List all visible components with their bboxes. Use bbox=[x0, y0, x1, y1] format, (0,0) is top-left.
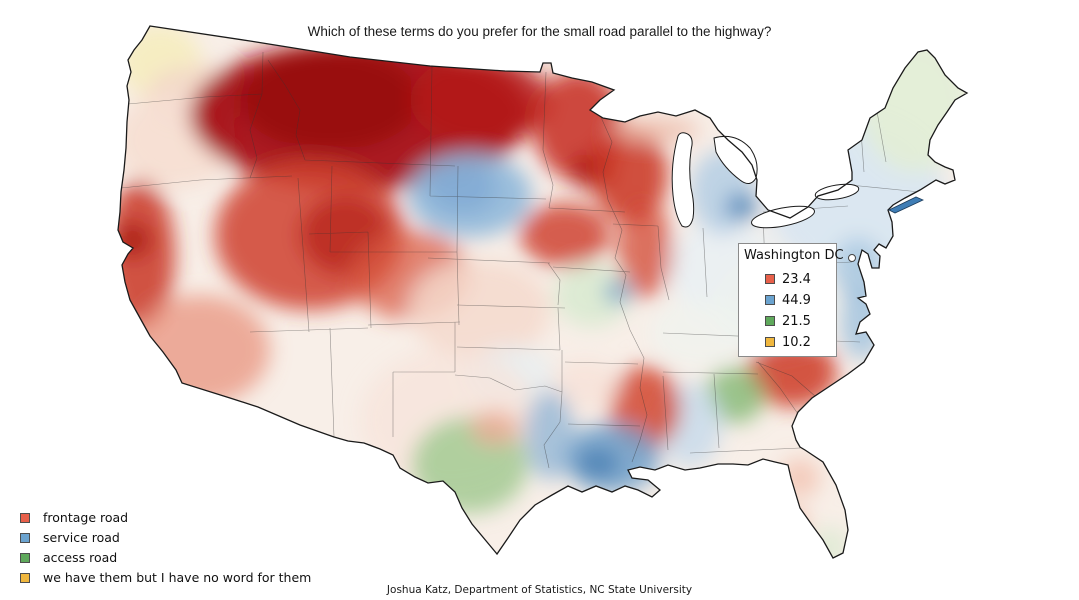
location-marker-dot bbox=[848, 254, 856, 262]
tooltip-row-service-road: 44.9 bbox=[739, 293, 836, 307]
tooltip-value: 23.4 bbox=[782, 271, 811, 287]
tooltip-value: 10.2 bbox=[782, 334, 811, 350]
legend-label: we have them but I have no word for them bbox=[43, 570, 312, 585]
us-outline bbox=[117, 25, 969, 559]
lake-ontario-shape bbox=[814, 183, 860, 201]
lake-michigan-shape bbox=[671, 132, 695, 228]
map-legend: frontage road service road access road w… bbox=[20, 511, 311, 584]
legend-item-no-word: we have them but I have no word for them bbox=[20, 571, 311, 584]
frontage-road-swatch-icon bbox=[20, 512, 30, 523]
access-road-swatch-icon bbox=[20, 552, 30, 563]
access-road-swatch-icon bbox=[765, 316, 775, 326]
tooltip-row-frontage-road: 23.4 bbox=[739, 272, 836, 286]
tooltip-row-access-road: 21.5 bbox=[739, 314, 836, 328]
no-word-swatch-icon bbox=[765, 337, 775, 347]
legend-item-access-road: access road bbox=[20, 551, 311, 564]
attribution-text: Joshua Katz, Department of Statistics, N… bbox=[386, 584, 693, 596]
lake-erie-shape bbox=[751, 205, 815, 229]
state-borders bbox=[120, 51, 921, 469]
map-title: Which of these terms do you prefer for t… bbox=[307, 24, 772, 39]
tooltip-value: 21.5 bbox=[782, 313, 811, 329]
service-road-swatch-icon bbox=[20, 532, 30, 543]
tooltip-value: 44.9 bbox=[782, 292, 811, 308]
legend-label: service road bbox=[43, 530, 120, 545]
long-island-shape bbox=[888, 196, 924, 214]
legend-item-frontage-road: frontage road bbox=[20, 511, 311, 524]
tooltip-row-no-word: 10.2 bbox=[739, 335, 836, 349]
service-road-swatch-icon bbox=[765, 295, 775, 305]
no-word-swatch-icon bbox=[20, 572, 30, 583]
map-color-field bbox=[118, 26, 967, 558]
legend-item-service-road: service road bbox=[20, 531, 311, 544]
legend-label: access road bbox=[43, 550, 118, 565]
map-tooltip: Washington DC 23.4 44.9 21.5 10.2 bbox=[738, 243, 844, 357]
legend-label: frontage road bbox=[43, 510, 129, 525]
tooltip-location: Washington DC bbox=[744, 248, 844, 263]
frontage-road-swatch-icon bbox=[765, 274, 775, 284]
